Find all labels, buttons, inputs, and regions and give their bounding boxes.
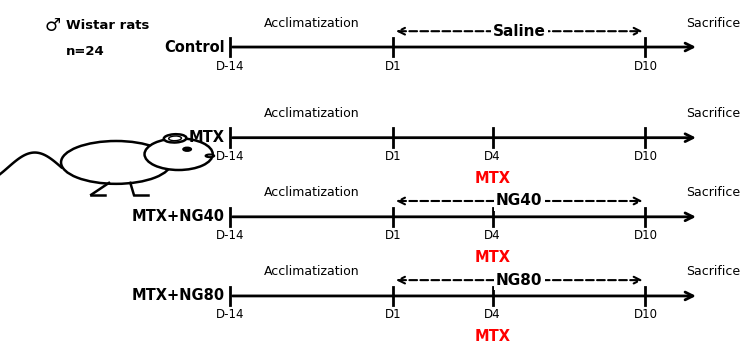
Circle shape [145,138,213,170]
Text: D10: D10 [634,309,658,321]
Text: MTX: MTX [189,130,225,145]
Text: MTX+NG80: MTX+NG80 [132,289,225,303]
Text: D10: D10 [634,150,658,163]
Text: Control: Control [164,39,225,54]
Text: D4: D4 [484,229,501,242]
Text: NG40: NG40 [496,193,542,208]
Text: D4: D4 [484,150,501,163]
Text: MTX+NG40: MTX+NG40 [132,209,225,224]
Text: D1: D1 [385,150,401,163]
Ellipse shape [61,141,171,184]
Text: Sacrifice: Sacrifice [686,107,740,120]
Text: Acclimatization: Acclimatization [264,16,359,30]
Text: n=24: n=24 [66,45,105,59]
Text: NG80: NG80 [496,273,542,288]
Text: D4: D4 [484,309,501,321]
Text: D1: D1 [385,229,401,242]
Circle shape [183,147,191,151]
Text: Sacrifice: Sacrifice [686,16,740,30]
Ellipse shape [206,155,214,157]
Text: Acclimatization: Acclimatization [264,266,359,279]
Text: D-14: D-14 [215,229,244,242]
Text: Saline: Saline [493,24,546,39]
Ellipse shape [164,134,187,142]
Text: D-14: D-14 [215,150,244,163]
Text: MTX: MTX [475,250,511,265]
Text: Sacrifice: Sacrifice [686,266,740,279]
Text: D1: D1 [385,60,401,73]
Text: Sacrifice: Sacrifice [686,186,740,199]
Text: D10: D10 [634,60,658,73]
Text: D1: D1 [385,309,401,321]
Text: D-14: D-14 [215,60,244,73]
Text: D10: D10 [634,229,658,242]
Text: D-14: D-14 [215,309,244,321]
Text: Acclimatization: Acclimatization [264,107,359,120]
Text: MTX: MTX [475,329,511,344]
Text: Acclimatization: Acclimatization [264,186,359,199]
Text: MTX: MTX [475,171,511,186]
Text: ♂: ♂ [45,17,62,35]
Text: Wistar rats: Wistar rats [66,19,150,32]
Ellipse shape [169,136,182,141]
